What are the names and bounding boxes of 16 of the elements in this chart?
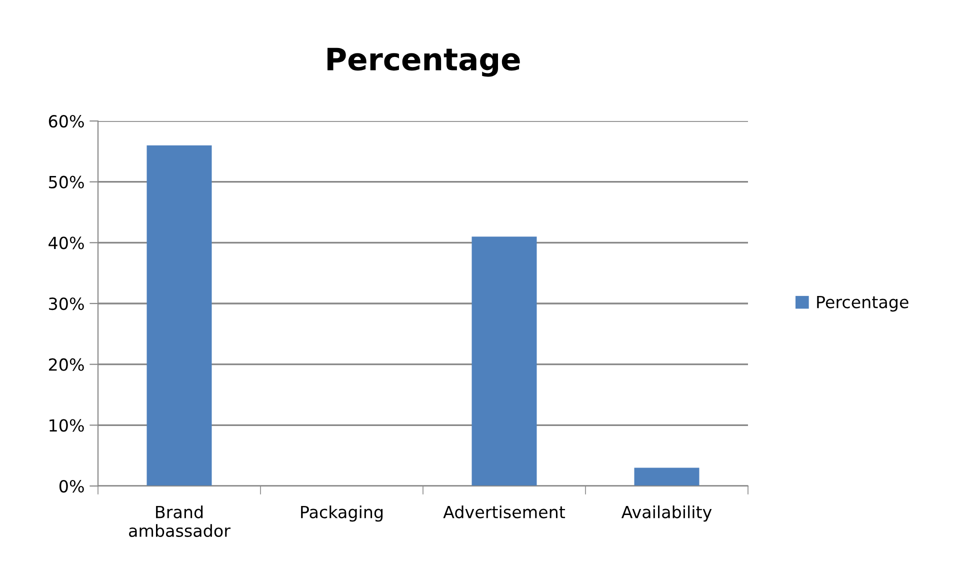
bar (472, 236, 537, 486)
legend-label: Percentage (817, 296, 908, 312)
y-tick-label: 30% (49, 297, 84, 310)
chart-title: Percentage (328, 48, 520, 77)
y-tick-label: 40% (48, 236, 84, 250)
y-tick-label: 0% (59, 480, 84, 493)
y-tick-label: 20% (48, 358, 84, 371)
y-tick-label: 10% (50, 419, 84, 432)
x-tick-label: Brand ambassador (129, 505, 230, 538)
bar (634, 468, 700, 486)
y-tick-label: 50% (49, 176, 84, 188)
x-tick-label: Availability (621, 505, 712, 522)
bar (146, 145, 212, 486)
x-tick-label: Packaging (301, 505, 383, 522)
y-tick-label: 60% (48, 114, 84, 128)
x-tick-label: Advertisement (443, 505, 566, 518)
